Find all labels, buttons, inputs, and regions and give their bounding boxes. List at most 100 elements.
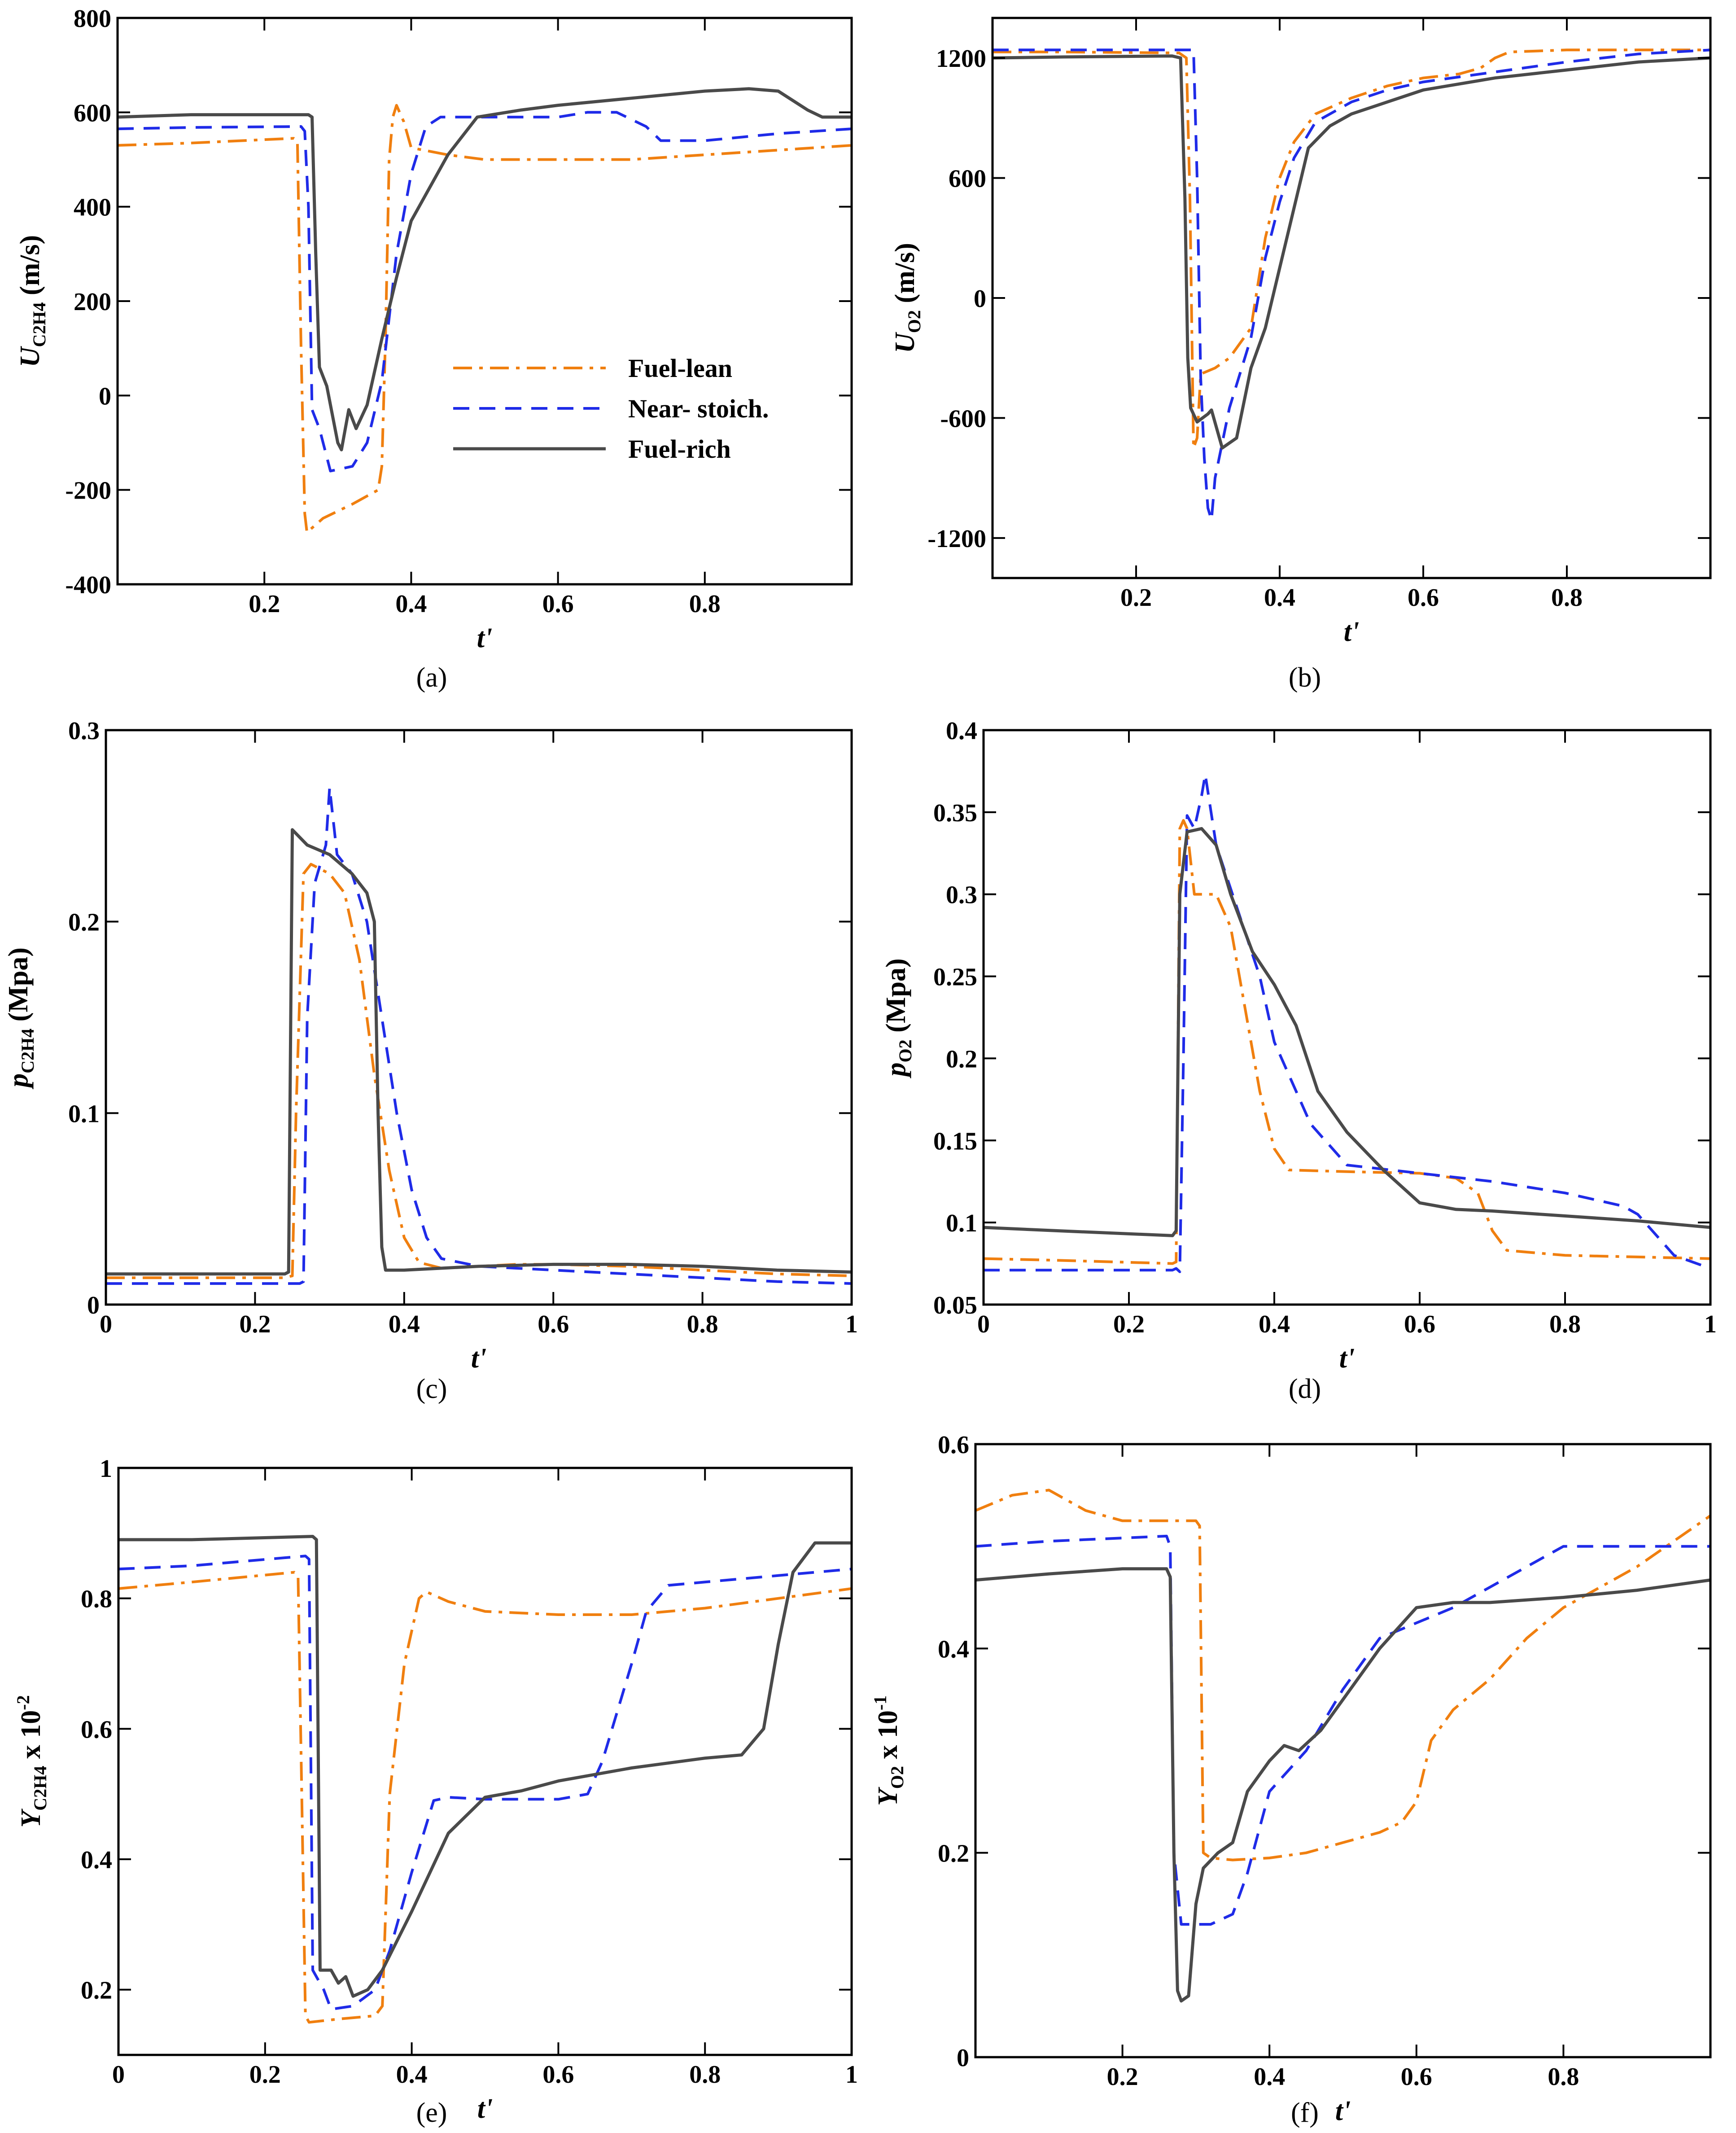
y-axis-label: pC2H4 (Mpa) bbox=[3, 947, 38, 1090]
x-tick-label: 0.6 bbox=[542, 2061, 574, 2089]
y-tick-label: 800 bbox=[74, 5, 111, 33]
legend-label: Fuel-lean bbox=[628, 354, 732, 383]
y-axis-label: YO2 x 10-1 bbox=[870, 1695, 907, 1806]
x-tick-label: 0.8 bbox=[689, 2061, 721, 2089]
series-line-fuel-lean bbox=[993, 48, 1710, 450]
y-tick-label: -1200 bbox=[927, 525, 986, 553]
x-tick-label: 0.6 bbox=[542, 590, 574, 618]
y-tick-label: 600 bbox=[74, 99, 111, 127]
x-tick-label: 0.8 bbox=[689, 590, 721, 618]
x-axis-label: t' bbox=[477, 2094, 493, 2124]
y-axis-label: UO2 (m/s) bbox=[890, 243, 924, 353]
panel-caption: (e) bbox=[416, 2098, 447, 2128]
series-line-near-stoich bbox=[118, 111, 852, 473]
series-line-fuel-rich bbox=[984, 827, 1710, 1237]
y-tick-label: 0.2 bbox=[946, 1045, 977, 1073]
y-tick-label: 0 bbox=[974, 285, 986, 313]
x-tick-label: 0.6 bbox=[1404, 1310, 1435, 1338]
y-tick-label: -200 bbox=[65, 477, 111, 505]
x-tick-label: 0.4 bbox=[1264, 584, 1295, 612]
x-tick-label: 0.4 bbox=[1259, 1310, 1290, 1338]
chart-panel-b: 0.2 0.4 0.6 0.8 -1200 -600 0 600 1200 t' UO2 (m/s)… bbox=[890, 17, 1712, 693]
y-tick-label: 200 bbox=[74, 288, 111, 316]
y-tick-label: 0.35 bbox=[933, 799, 977, 827]
series-line-near-stoich bbox=[993, 48, 1710, 521]
plot-frame bbox=[105, 729, 853, 1306]
y-tick-label: 0.15 bbox=[933, 1127, 977, 1155]
y-tick-label: 0.4 bbox=[938, 1635, 969, 1663]
series-line-near-stoich bbox=[118, 1555, 852, 2011]
panel-caption: (f) bbox=[1291, 2098, 1319, 2128]
x-tick-label: 0.4 bbox=[389, 1310, 420, 1338]
y-tick-label: 0.1 bbox=[68, 1100, 100, 1128]
panel-caption: (b) bbox=[1289, 662, 1321, 693]
y-tick-label: 0.2 bbox=[81, 1977, 112, 2005]
x-tick-label: 0 bbox=[112, 2061, 125, 2089]
y-tick-label: -400 bbox=[65, 571, 111, 599]
x-tick-label: 0.8 bbox=[687, 1310, 718, 1338]
y-tick-label: 0.25 bbox=[933, 964, 977, 991]
series-line-fuel-lean bbox=[975, 1489, 1710, 1861]
series-line-fuel-lean bbox=[106, 863, 852, 1279]
x-tick-label: 0 bbox=[100, 1310, 112, 1338]
y-tick-label: 0.8 bbox=[81, 1586, 112, 1613]
panel-caption: (c) bbox=[416, 1374, 447, 1404]
y-tick-label: 1200 bbox=[936, 45, 986, 73]
legend: Fuel-lean Near- stoich. Fuel-rich bbox=[453, 354, 769, 464]
y-tick-label: 0 bbox=[99, 382, 111, 410]
x-tick-label: 0.4 bbox=[1254, 2063, 1285, 2091]
x-tick-label: 0.4 bbox=[395, 590, 427, 618]
legend-label: Fuel-rich bbox=[628, 434, 731, 464]
y-tick-label: 0.3 bbox=[68, 717, 100, 745]
y-tick-label: 600 bbox=[949, 165, 986, 193]
y-tick-label: -600 bbox=[940, 405, 986, 433]
y-tick-label: 0.05 bbox=[933, 1292, 977, 1319]
x-tick-label: 1 bbox=[845, 2061, 858, 2089]
series-line-fuel-rich bbox=[993, 54, 1710, 450]
chart-panel-d: 0 0.2 0.4 0.6 0.8 1 0.05 0.1 0.15 0.2 0.25 0.3 0.35 0… bbox=[881, 717, 1717, 1404]
x-tick-label: 0.6 bbox=[1401, 2063, 1432, 2091]
plot-frame bbox=[974, 1443, 1712, 2059]
panel-caption: (d) bbox=[1289, 1374, 1321, 1404]
x-tick-label: 0 bbox=[977, 1310, 990, 1338]
y-tick-label: 0.2 bbox=[938, 1840, 969, 1868]
series-line-fuel-rich bbox=[106, 828, 852, 1276]
x-tick-label: 0.8 bbox=[1548, 2063, 1579, 2091]
x-tick-label: 0.2 bbox=[239, 1310, 271, 1338]
x-tick-label: 1 bbox=[845, 1310, 858, 1338]
y-tick-label: 0 bbox=[957, 2044, 969, 2072]
x-axis-label: t' bbox=[1344, 617, 1359, 647]
x-tick-label: 0.2 bbox=[249, 2061, 281, 2089]
x-tick-label: 0.6 bbox=[1408, 584, 1439, 612]
x-tick-label: 0.2 bbox=[249, 590, 280, 618]
series-line-near-stoich bbox=[106, 786, 852, 1285]
x-tick-label: 0.4 bbox=[396, 2061, 428, 2089]
y-tick-label: 0.6 bbox=[938, 1431, 969, 1459]
x-axis-label: t' bbox=[1339, 1343, 1355, 1374]
y-tick-label: 400 bbox=[74, 194, 111, 222]
plot-frame bbox=[117, 1467, 853, 2056]
y-tick-label: 0.6 bbox=[81, 1716, 112, 1743]
series-line-fuel-lean bbox=[118, 1571, 852, 2024]
y-tick-label: 1 bbox=[100, 1455, 112, 1483]
y-tick-label: 0.1 bbox=[946, 1209, 977, 1237]
y-tick-label: 0 bbox=[87, 1292, 100, 1319]
y-tick-label: 0.4 bbox=[946, 717, 977, 745]
x-tick-label: 0.2 bbox=[1113, 1310, 1145, 1338]
x-tick-label: 0.8 bbox=[1551, 584, 1583, 612]
y-axis-label: YC2H4 x 10-2 bbox=[13, 1695, 50, 1827]
legend-label: Near- stoich. bbox=[628, 394, 769, 423]
x-axis-label: t' bbox=[471, 1343, 486, 1374]
x-axis-label: t' bbox=[477, 623, 492, 653]
series-line-fuel-rich bbox=[118, 87, 852, 451]
panel-caption: (a) bbox=[416, 662, 447, 693]
x-tick-label: 0.2 bbox=[1107, 2063, 1138, 2091]
y-axis-label: pO2 (Mpa) bbox=[881, 959, 915, 1079]
chart-panel-e: 0 0.2 0.4 0.6 0.8 1 0.2 0.4 0.6 0.8 1 t' YC2H4 x 10-… bbox=[13, 1455, 858, 2128]
x-tick-label: 0.8 bbox=[1549, 1310, 1581, 1338]
plot-frame bbox=[982, 729, 1712, 1306]
y-axis-label: UC2H4 (m/s) bbox=[15, 235, 49, 368]
chart-panel-c: 0 0.2 0.4 0.6 0.8 1 0 0.1 0.2 0.3 t' pC2H4 (Mpa) (c) bbox=[3, 717, 858, 1404]
